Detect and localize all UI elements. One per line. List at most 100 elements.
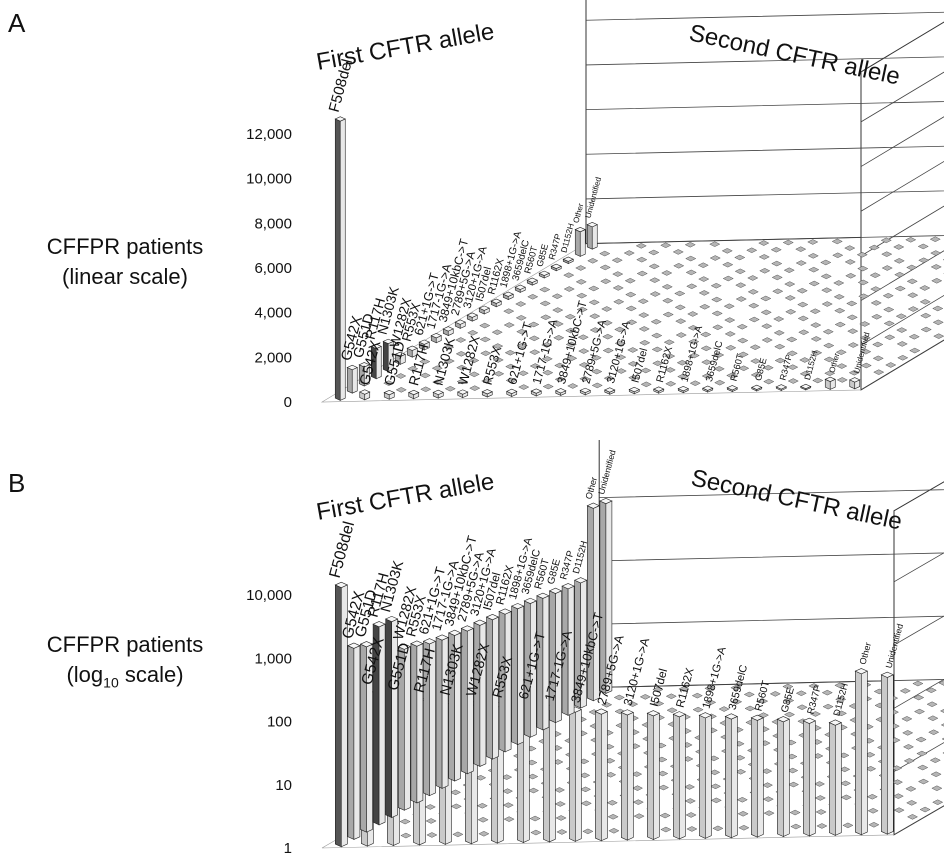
floor-cell-marker: [556, 829, 568, 835]
floor-cell-marker: [738, 365, 750, 371]
floor-cell-marker: [847, 342, 859, 348]
floor-cell-marker: [677, 373, 689, 380]
bar-first-allele-top: [347, 642, 361, 649]
floor-cell-marker: [480, 350, 492, 356]
floor-cell-marker: [928, 729, 940, 735]
floor-cell-marker: [469, 385, 481, 391]
floor-cell-marker: [627, 701, 639, 707]
floor-cell-marker: [478, 831, 490, 837]
floor-cell-marker: [809, 308, 821, 314]
floor-cell-marker: [625, 305, 637, 312]
floor-cell-marker: [722, 261, 734, 268]
floor-cell-marker: [883, 320, 895, 327]
floor-cell-marker: [632, 799, 644, 805]
floor-cell-marker: [832, 252, 844, 258]
floor-cell-marker: [735, 296, 747, 302]
floor-cell-marker: [834, 307, 846, 314]
floor-cell-marker: [628, 374, 640, 381]
bar-first-allele-top: [536, 592, 550, 599]
floor-cell-marker: [591, 382, 603, 389]
floor-cell-marker: [884, 334, 896, 340]
floor-cell-marker: [787, 378, 799, 384]
bar-first-allele-top: [574, 226, 586, 233]
floor-cell-marker: [722, 275, 734, 282]
floor-cell-marker: [443, 344, 455, 350]
floor-cell-marker: [929, 757, 941, 763]
floor-cell-marker: [846, 300, 858, 307]
second-allele-mutation-label: R347P: [806, 684, 824, 715]
floor-cell-marker: [881, 251, 893, 257]
floor-cell-marker: [747, 289, 759, 295]
bar-second-allele-top: [432, 389, 444, 395]
floor-cell-marker: [600, 278, 612, 284]
bar-second-allele: [672, 713, 680, 840]
floor-cell-marker: [687, 311, 699, 317]
bar-second-allele-top: [828, 719, 843, 726]
floor-cell-marker: [913, 694, 925, 701]
floor-cell-marker: [787, 364, 799, 370]
floor-cell-marker: [551, 293, 563, 299]
floor-cell-marker: [528, 321, 540, 328]
second-allele-mutation-label: G85E: [780, 686, 797, 714]
floor-cell-marker: [450, 789, 461, 796]
bar-first-allele-top: [599, 497, 613, 505]
floor-cell-marker: [859, 335, 871, 341]
bar-first-allele-top: [435, 634, 449, 641]
floor-cell-marker: [929, 236, 941, 242]
floor-cell-marker: [892, 793, 904, 799]
bar-second-allele-side: [678, 713, 686, 840]
floor-cell-marker: [599, 250, 611, 257]
floor-cell-marker: [662, 311, 674, 318]
bar-second-allele-top: [849, 377, 861, 383]
floor-cell-marker: [615, 368, 627, 374]
wall-gridline: [599, 615, 944, 772]
bar-second-allele-side: [574, 709, 582, 842]
first-allele-mutation-label: F508del: [327, 520, 358, 580]
floor-cell-marker: [481, 378, 493, 384]
floor-cell-marker: [906, 278, 918, 285]
floor-cell-marker: [614, 326, 626, 333]
floor-cell-marker: [674, 290, 686, 297]
floor-cell-marker: [907, 814, 918, 820]
bar-second-allele: [776, 718, 784, 838]
floor-cell-marker: [812, 377, 824, 384]
floor-cell-marker: [762, 782, 773, 788]
bar-second-allele-top: [530, 388, 542, 394]
floor-cell-marker: [627, 347, 639, 353]
floor-cell-marker: [691, 692, 703, 699]
y-axis-title-line1: CFFPR patients: [46, 632, 204, 657]
floor-cell-marker: [576, 292, 588, 299]
floor-cell-marker: [932, 799, 944, 805]
floor-cell-marker: [425, 818, 437, 824]
bar-first-allele-top: [359, 641, 374, 648]
floor-cell-marker: [601, 702, 613, 708]
floor-cell-marker: [700, 345, 712, 352]
bar-first-allele-top: [442, 326, 454, 332]
floor-cell-marker: [688, 338, 700, 345]
bar-second-allele-side: [600, 711, 608, 842]
bar-first-allele-top: [490, 298, 502, 304]
floor-cell-marker: [602, 347, 614, 354]
y-tick-label: 0: [284, 394, 292, 411]
floor-cell-marker: [758, 240, 770, 246]
bar-second-allele-top: [880, 671, 895, 678]
floor-cell-marker: [796, 288, 808, 294]
bar-first-allele-side: [591, 224, 598, 250]
floor-cell-marker: [927, 715, 939, 721]
floor-cell-marker: [821, 301, 833, 307]
floor-cell-marker: [565, 341, 577, 348]
floor-cell-marker: [554, 787, 565, 793]
floor-cell-marker: [640, 367, 652, 374]
floor-cell-marker: [426, 832, 438, 838]
floor-cell-marker: [528, 335, 540, 342]
floor-cell-marker: [782, 239, 794, 246]
floor-cell-marker: [651, 346, 663, 353]
bar-second-allele-side: [548, 707, 556, 843]
second-allele-mutation-label: D1152H: [802, 349, 819, 381]
floor-cell-marker: [846, 314, 858, 321]
floor-cell-marker: [746, 247, 758, 253]
floor-cell-marker: [614, 340, 626, 347]
floor-cell-marker: [844, 259, 856, 265]
floor-cell-marker: [648, 249, 660, 256]
